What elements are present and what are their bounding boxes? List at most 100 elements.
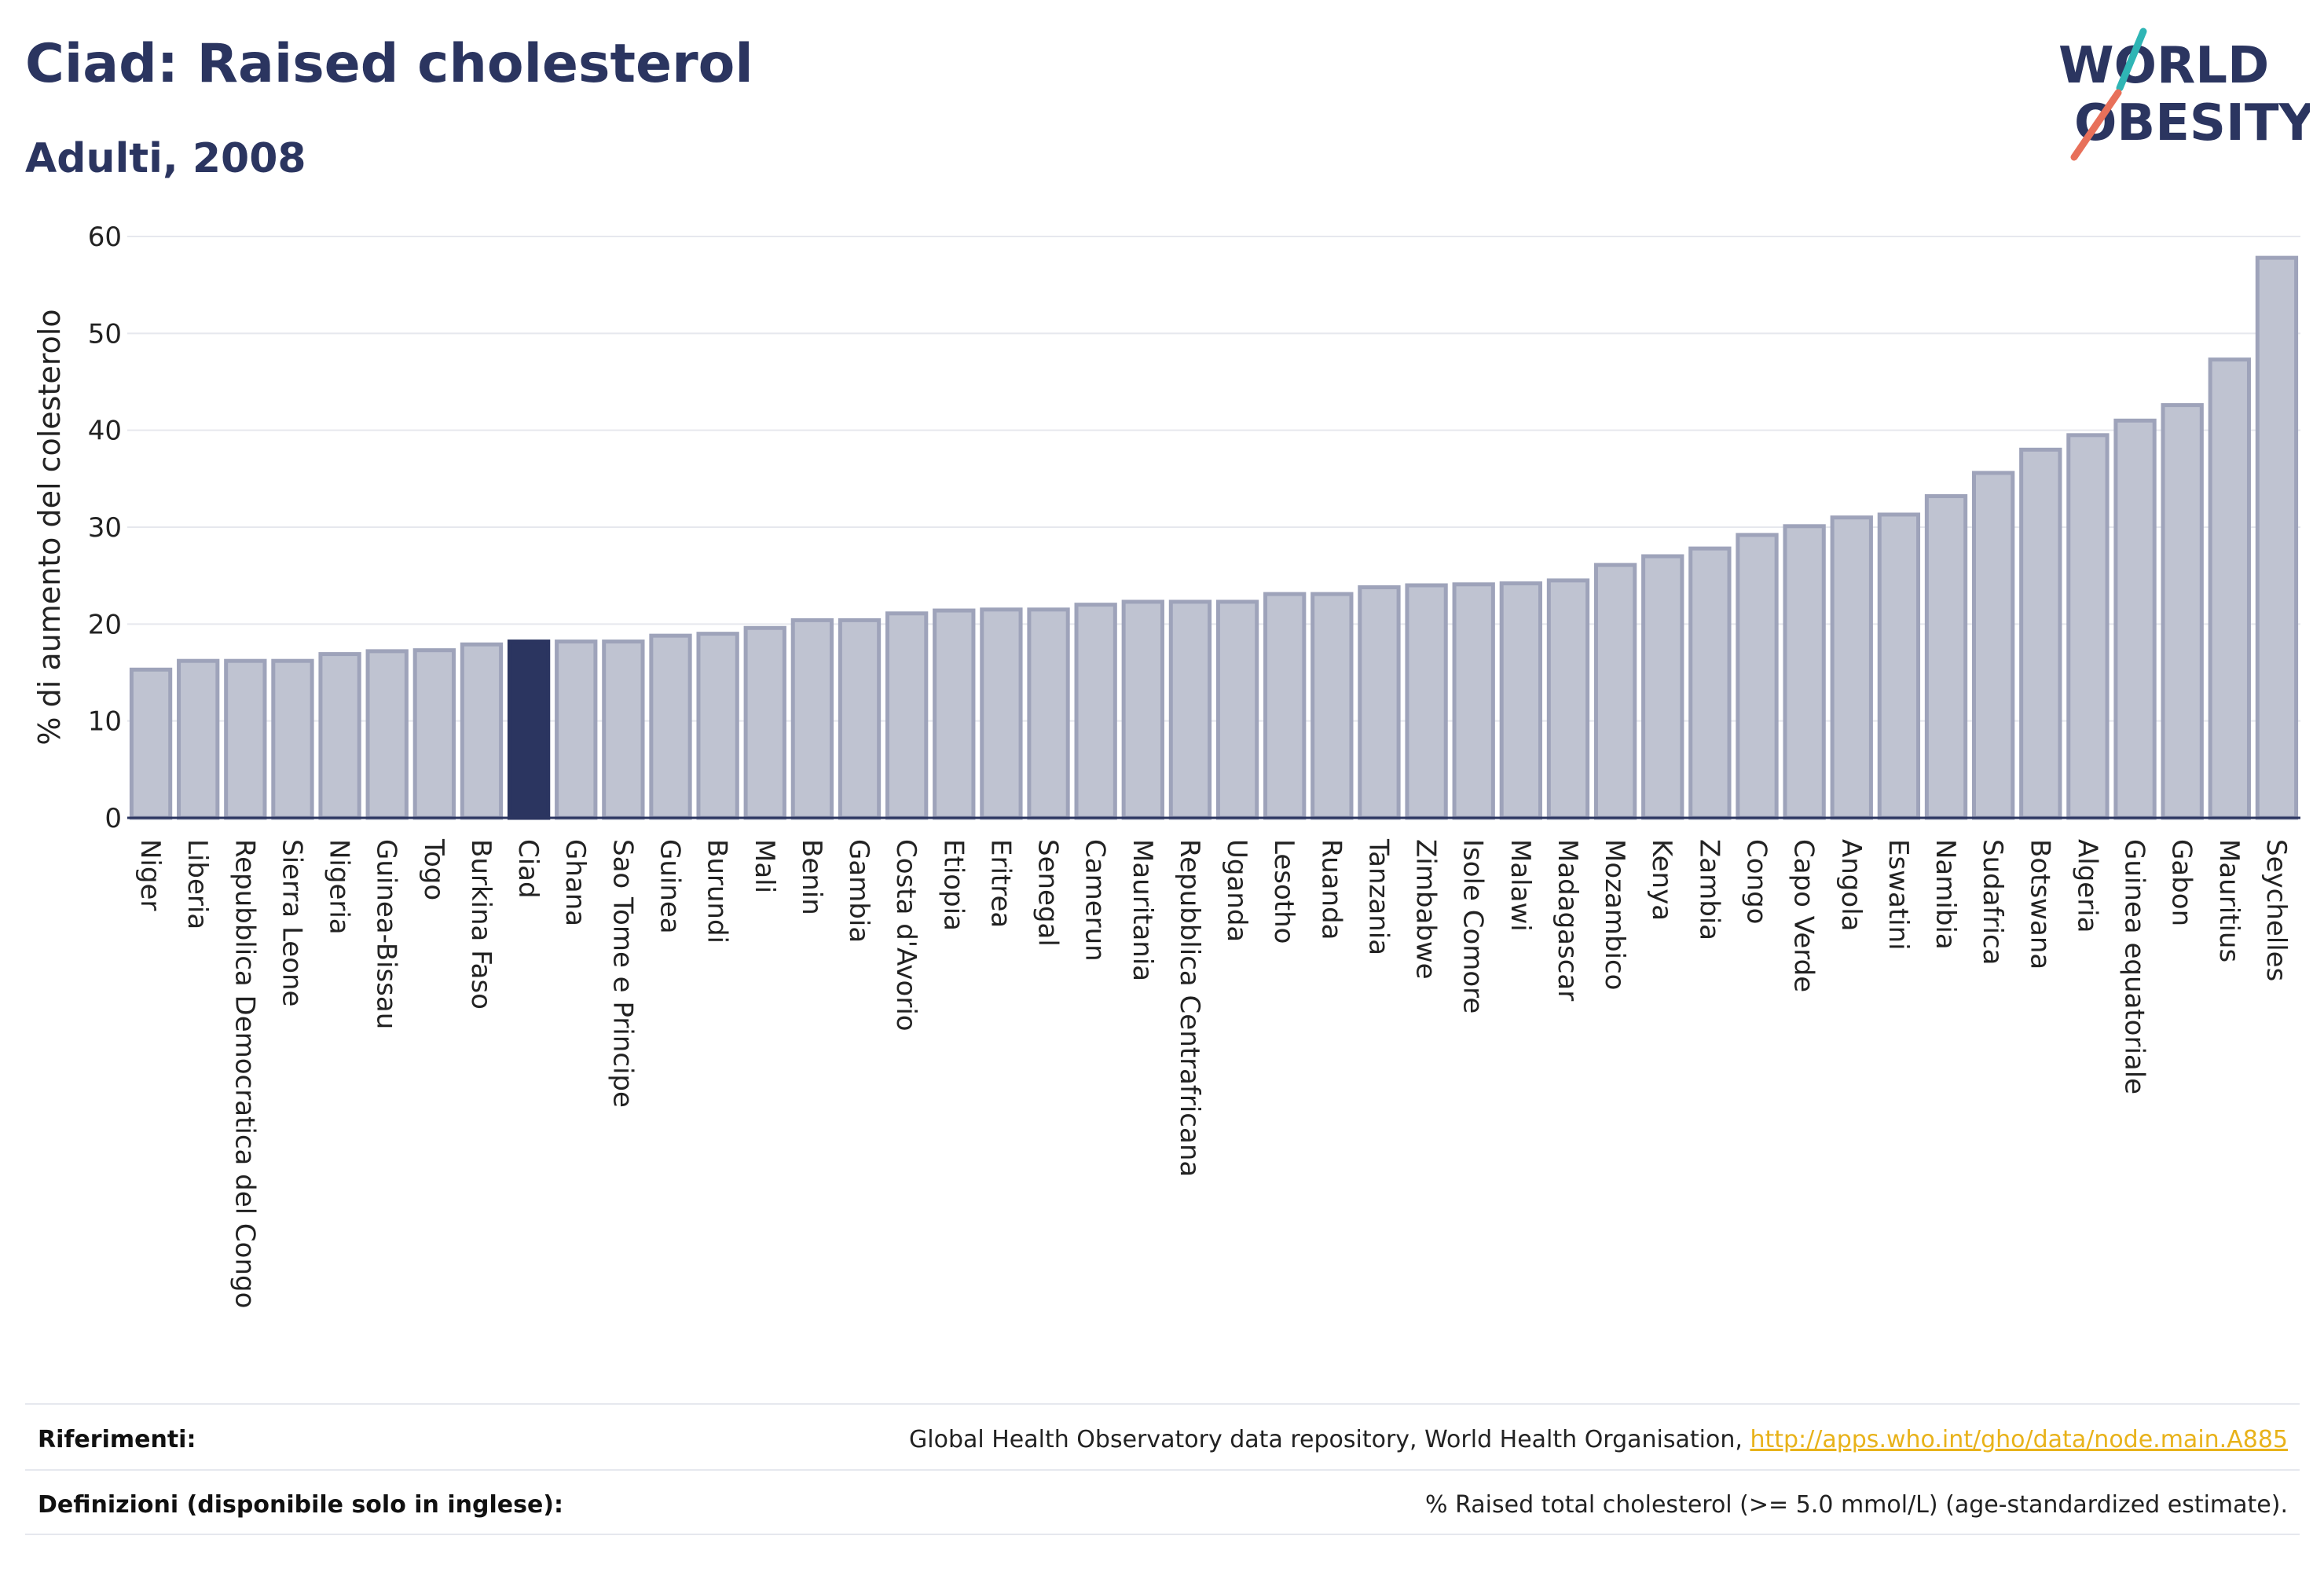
x-tick-label: Botswana [2024, 839, 2055, 969]
logo-slash-teal [2116, 27, 2147, 92]
bar-repubblica-centrafricana[interactable] [1168, 599, 1212, 820]
x-tick-label: Togo [418, 838, 449, 900]
x-tick-label: Gabon [2166, 839, 2198, 926]
x-tick-label: Guinea equatoriale [2119, 839, 2150, 1094]
y-tick-label: 60 [88, 222, 122, 253]
x-tick-label: Sierra Leone [276, 839, 307, 1006]
bar-tanzania[interactable] [1358, 585, 1401, 820]
bar-malawi[interactable] [1499, 581, 1543, 820]
x-tick-label: Seychelles [2260, 839, 2292, 981]
footer-divider-bottom [25, 1534, 2300, 1535]
y-tick-label: 0 [104, 803, 122, 834]
bar-costa-d-avorio[interactable] [885, 611, 929, 820]
bar-benin[interactable] [790, 618, 834, 820]
bar-sao-tome-e-principe[interactable] [602, 640, 645, 820]
x-tick-label: Eswatini [1882, 839, 1914, 951]
bar-senegal[interactable] [1027, 607, 1070, 820]
bar-capo-verde[interactable] [1783, 524, 1826, 820]
bar-isole-comore[interactable] [1452, 582, 1495, 820]
bar-mali[interactable] [743, 625, 786, 820]
y-tick-label: 40 [88, 416, 122, 447]
bar-nigeria[interactable] [318, 652, 361, 820]
x-tick-label: Lesotho [1268, 839, 1299, 944]
x-tick-label: Ciad [512, 839, 544, 899]
x-tick-label: Guinea-Bissau [371, 839, 402, 1029]
x-tick-label: Eritrea [984, 839, 1016, 928]
chart-subtitle: Adulti, 2008 [25, 135, 306, 182]
x-tick-label: Mali [749, 839, 780, 893]
x-tick-label: Sao Tome e Principe [607, 839, 638, 1108]
bar-guinea-bissau[interactable] [365, 649, 409, 820]
bar-uganda[interactable] [1215, 599, 1259, 820]
bar-ruanda[interactable] [1310, 592, 1354, 820]
x-tick-label: Senegal [1032, 839, 1064, 947]
y-axis-label: % di aumento del colesterolo [32, 309, 67, 745]
bar-congo[interactable] [1736, 533, 1779, 820]
x-tick-label: Liberia [181, 839, 213, 929]
x-tick-label: Burkina Faso [465, 839, 497, 1010]
bar-niger[interactable] [129, 667, 173, 820]
bar-lesotho[interactable] [1263, 592, 1307, 820]
bar-zimbabwe[interactable] [1405, 583, 1448, 820]
bar-namibia[interactable] [1924, 494, 1968, 820]
references-source: Global Health Observatory data repositor… [909, 1426, 1750, 1453]
y-tick-label: 50 [88, 318, 122, 350]
x-tick-label: Uganda [1221, 839, 1252, 942]
bar-sudafrica[interactable] [1971, 471, 2015, 820]
bar-ciad[interactable] [507, 640, 551, 820]
bar-guinea-equatoriale[interactable] [2113, 418, 2157, 820]
bar-kenya[interactable] [1641, 554, 1684, 820]
y-tick-label: 10 [88, 706, 122, 738]
bar-burkina-faso[interactable] [460, 642, 504, 820]
bar-chart: 0 10 20 30 40 50 60 % di aumento del colesterol… [32, 222, 2300, 1308]
bar-angola[interactable] [1830, 515, 1873, 820]
bar-gambia[interactable] [838, 618, 882, 820]
logo-line1: WORLD [2058, 37, 2269, 95]
x-tick-label: Zimbabwe [1410, 839, 1442, 980]
bar-sierra-leone[interactable] [271, 658, 314, 820]
x-tick-label: Sudafrica [1977, 839, 2008, 965]
x-tick-label: Benin [796, 839, 827, 915]
bar-mozambico[interactable] [1593, 563, 1637, 820]
bar-togo[interactable] [412, 648, 456, 820]
x-tick-label: Namibia [1930, 839, 1961, 950]
definitions-label: Definizioni (disponibile solo in inglese… [38, 1491, 563, 1519]
bar-guinea[interactable] [649, 633, 692, 820]
definitions-text: % Raised total cholesterol (>= 5.0 mmol/… [1425, 1491, 2288, 1519]
x-tick-label: Zambia [1693, 839, 1725, 940]
bar-botswana[interactable] [2019, 447, 2062, 820]
x-tick-label: Gambia [843, 839, 874, 943]
footer-divider-mid [25, 1469, 2300, 1471]
x-tick-label: Ruanda [1315, 839, 1347, 940]
x-tick-label: Mauritius [2213, 839, 2245, 962]
x-tick-label: Ghana [559, 839, 591, 926]
bar-gabon[interactable] [2161, 403, 2204, 820]
bar-ghana[interactable] [555, 640, 598, 820]
bar-repubblica-democratica-del-congo[interactable] [224, 658, 267, 820]
bar-madagascar[interactable] [1546, 578, 1590, 820]
x-tick-label: Etiopia [937, 839, 969, 931]
x-tick-label: Angola [1835, 839, 1867, 931]
x-tick-label: Malawi [1505, 839, 1536, 932]
x-tick-label: Camerun [1080, 839, 1111, 962]
references-text: Global Health Observatory data repositor… [909, 1426, 2288, 1453]
references-label: Riferimenti: [38, 1426, 196, 1453]
bar-camerun[interactable] [1074, 603, 1117, 820]
x-tick-label: Congo [1741, 839, 1772, 924]
bar-seychelles[interactable] [2255, 255, 2299, 820]
bar-eritrea[interactable] [980, 607, 1023, 820]
chart-title: Ciad: Raised cholesterol [25, 33, 753, 95]
references-link[interactable]: http://apps.who.int/gho/data/node.main.A… [1750, 1426, 2288, 1453]
bar-liberia[interactable] [177, 658, 220, 820]
bar-etiopia[interactable] [933, 608, 976, 820]
bar-algeria[interactable] [2066, 433, 2110, 820]
bar-burundi[interactable] [696, 632, 739, 820]
y-tick-label: 20 [88, 609, 122, 640]
bar-zambia[interactable] [1688, 546, 1732, 820]
bar-eswatini[interactable] [1877, 512, 1921, 820]
footer-divider-top [25, 1403, 2300, 1405]
bar-mauritania[interactable] [1121, 599, 1164, 820]
bar-mauritius[interactable] [2208, 357, 2251, 820]
y-tick-label: 30 [88, 512, 122, 544]
x-tick-label: Mozambico [1599, 839, 1630, 990]
